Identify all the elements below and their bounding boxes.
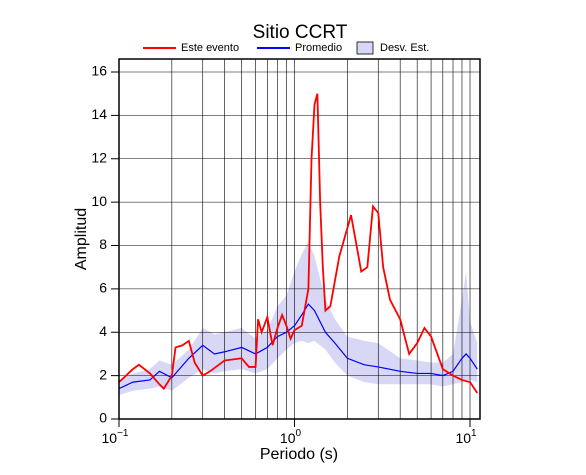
- legend-label: Promedio: [295, 42, 342, 54]
- x-axis-label: Periodo (s): [260, 446, 338, 463]
- y-tick-label: 12: [91, 149, 107, 165]
- x-tick-label: 100: [280, 428, 302, 446]
- y-tick-label: 8: [99, 236, 107, 252]
- x-tick-base: 10: [280, 430, 296, 446]
- plot-frame: [118, 58, 481, 420]
- y-tick-label: 0: [99, 410, 107, 426]
- legend-label: Este evento: [181, 42, 239, 54]
- x-tick-base: 10: [102, 430, 118, 446]
- legend-label: Desv. Est.: [380, 42, 429, 54]
- x-tick-base: 10: [455, 430, 471, 446]
- y-tick-label: 14: [91, 106, 107, 122]
- chart-title: Sitio CCRT: [253, 22, 348, 43]
- y-tick-label: 10: [91, 193, 107, 209]
- x-tick-label: 10−1: [102, 428, 129, 446]
- x-tick-label: 101: [455, 428, 477, 446]
- x-tick-exponent: −1: [117, 428, 129, 439]
- y-tick-label: 2: [99, 366, 107, 382]
- x-tick-exponent: 1: [471, 428, 477, 439]
- y-axis-label: Amplitud: [73, 208, 90, 270]
- series-line: [118, 93, 479, 394]
- std-band: [119, 241, 478, 396]
- legend-swatch: [356, 41, 374, 55]
- y-tick-label: 4: [99, 323, 107, 339]
- y-tick-label: 16: [91, 63, 107, 79]
- y-tick-label: 6: [99, 280, 107, 296]
- x-tick-exponent: 0: [296, 428, 302, 439]
